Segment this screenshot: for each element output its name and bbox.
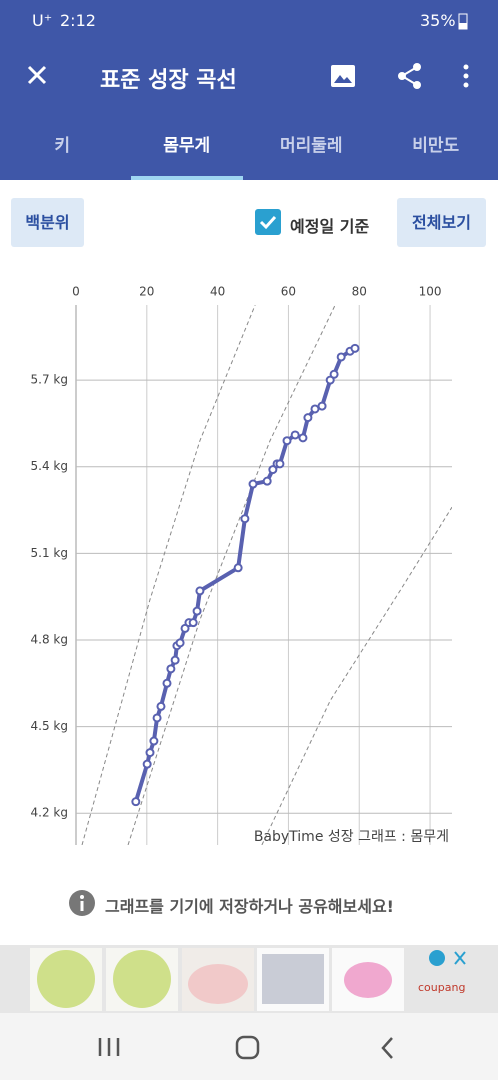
data-point	[317, 401, 327, 411]
y-tick-label: 4.2 kg	[31, 806, 68, 820]
tab[interactable]: 키	[54, 136, 71, 156]
data-point	[248, 479, 258, 489]
ad-banner[interactable]: coupang	[0, 945, 498, 1013]
x-tick-label: 60	[281, 285, 296, 299]
data-point	[350, 343, 360, 353]
reference-line	[261, 506, 452, 845]
reference-line	[81, 305, 256, 845]
x-tick-label: 40	[210, 285, 225, 299]
data-point	[175, 638, 185, 648]
gallery-button[interactable]	[330, 64, 356, 88]
data-point	[336, 352, 346, 362]
chart: 0 20 40 60 80 100 4.2 kg 4.5 kg 4.8 kg 5.1 kg 5.4 …	[31, 285, 452, 845]
tab[interactable]: 비만도	[412, 136, 460, 156]
x-tick-label: 0	[72, 285, 80, 299]
data-point	[233, 563, 243, 573]
data-point	[298, 433, 308, 443]
due-date-label: 예정일 기준	[290, 217, 370, 236]
recents-button[interactable]	[96, 1035, 122, 1059]
data-point	[180, 623, 190, 633]
app-title: 표준 성장 곡선	[100, 68, 237, 93]
data-point	[156, 701, 166, 711]
time: 2:12	[60, 11, 96, 30]
data-point	[142, 759, 152, 769]
app-bar: 표준 성장 곡선	[0, 38, 498, 112]
battery: 35%	[420, 11, 456, 30]
status-bar: U⁺ 2:12 35%	[0, 0, 498, 38]
ad-choices[interactable]	[428, 949, 468, 969]
data-point	[268, 465, 278, 475]
reference-line	[127, 305, 336, 845]
ad-brand: coupang	[418, 981, 466, 994]
menu-button[interactable]	[462, 64, 470, 88]
data-point	[149, 736, 159, 746]
battery-icon	[458, 13, 468, 30]
share-button[interactable]	[396, 62, 424, 90]
close-button[interactable]	[26, 64, 48, 86]
tab[interactable]: 몸무게	[125, 112, 250, 180]
data-point	[166, 664, 176, 674]
y-tick-label: 5.1 kg	[31, 546, 68, 560]
data-point	[195, 586, 205, 596]
data-point	[131, 797, 141, 807]
x-tick-label: 80	[352, 285, 367, 299]
percentile-button[interactable]: 백분위	[11, 198, 84, 247]
chart-annotation: BabyTime 성장 그래프 : 몸무게	[254, 829, 449, 845]
x-tick-label: 20	[139, 285, 154, 299]
full-view-button[interactable]: 전체보기	[397, 198, 486, 247]
tab-bar: 키 몸무게 머리둘레 비만도	[0, 112, 498, 180]
nav-bar	[0, 1013, 498, 1080]
info-text: 그래프를 기기에 저장하거나 공유해보세요!	[105, 897, 394, 916]
data-point	[145, 748, 155, 758]
data-point	[262, 476, 272, 486]
data-point	[310, 404, 320, 414]
data-point	[240, 514, 250, 524]
data-point	[152, 713, 162, 723]
data-point	[275, 459, 285, 469]
data-point	[188, 618, 198, 628]
data-line	[133, 346, 356, 803]
due-date-checkbox[interactable]	[255, 209, 281, 235]
carrier: U⁺	[32, 11, 53, 30]
back-button[interactable]	[378, 1035, 398, 1061]
x-tick-label: 100	[419, 285, 442, 299]
data-point	[282, 436, 292, 446]
y-tick-label: 5.4 kg	[31, 459, 68, 473]
data-point	[192, 606, 202, 616]
y-tick-label: 4.5 kg	[31, 719, 68, 733]
y-tick-label: 4.8 kg	[31, 632, 68, 646]
y-tick-label: 5.7 kg	[31, 373, 68, 387]
data-point	[170, 655, 180, 665]
data-point	[290, 430, 300, 440]
ad-images	[30, 948, 404, 1011]
data-point	[325, 375, 335, 385]
data-point	[162, 678, 172, 688]
data-point	[303, 413, 313, 423]
data-point	[329, 369, 339, 379]
info-icon	[69, 890, 95, 916]
home-button[interactable]	[235, 1035, 261, 1061]
tab[interactable]: 머리둘레	[279, 136, 343, 156]
